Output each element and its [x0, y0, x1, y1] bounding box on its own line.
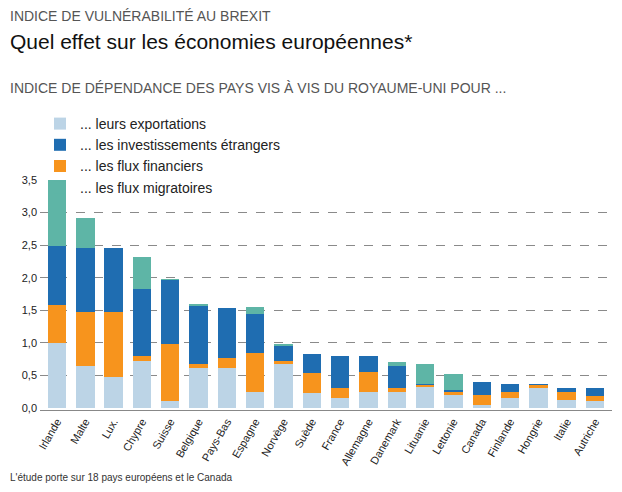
svg-text:... leurs exportations: ... leurs exportations [80, 116, 206, 132]
svg-text:... les flux migratoires: ... les flux migratoires [80, 180, 212, 196]
svg-text:Suisse: Suisse [150, 416, 177, 451]
svg-text:Lettonie: Lettonie [430, 416, 460, 456]
svg-text:Quel effet sur les économies e: Quel effet sur les économies européennes… [10, 30, 412, 53]
svg-text:Espagne: Espagne [230, 416, 262, 460]
svg-text:0,5: 0,5 [22, 369, 37, 381]
svg-text:Malte: Malte [68, 416, 92, 445]
svg-text:Suède: Suède [292, 416, 318, 450]
svg-text:Norvège: Norvège [259, 416, 290, 458]
svg-text:France: France [319, 416, 347, 452]
svg-text:2,0: 2,0 [22, 272, 37, 284]
svg-text:1,5: 1,5 [22, 304, 37, 316]
svg-text:Autriche: Autriche [571, 416, 602, 457]
svg-text:2,5: 2,5 [22, 239, 37, 251]
svg-text:Canada: Canada [459, 416, 489, 456]
svg-text:Pays-Bas: Pays-Bas [199, 416, 233, 463]
svg-text:L'étude porte sur 18 pays euro: L'étude porte sur 18 pays européens et l… [10, 472, 233, 483]
svg-text:1,0: 1,0 [22, 337, 37, 349]
svg-text:Belgique: Belgique [173, 416, 205, 459]
svg-text:Lux.: Lux. [99, 416, 120, 440]
svg-text:Finlande: Finlande [485, 416, 516, 459]
svg-text:Hongrie: Hongrie [515, 416, 545, 455]
svg-text:INDICE DE VULNÉRABILITÉ AU BRE: INDICE DE VULNÉRABILITÉ AU BREXIT [10, 8, 271, 24]
svg-text:0,0: 0,0 [22, 402, 37, 414]
svg-text:... les investissements étrang: ... les investissements étrangers [80, 137, 280, 153]
svg-text:INDICE DE DÉPENDANCE DES PAYS: INDICE DE DÉPENDANCE DES PAYS VIS À VIS … [10, 80, 506, 96]
svg-text:... les flux financiers: ... les flux financiers [80, 158, 203, 174]
svg-text:Danemark: Danemark [368, 416, 404, 466]
svg-text:Lituanie: Lituanie [402, 416, 432, 455]
svg-text:3,0: 3,0 [22, 206, 37, 218]
svg-text:Irlande: Irlande [36, 416, 63, 451]
svg-text:3,5: 3,5 [22, 174, 37, 186]
svg-text:Chypre: Chypre [120, 416, 148, 453]
svg-text:Italie: Italie [551, 416, 573, 442]
svg-text:Allemagne: Allemagne [339, 416, 375, 467]
